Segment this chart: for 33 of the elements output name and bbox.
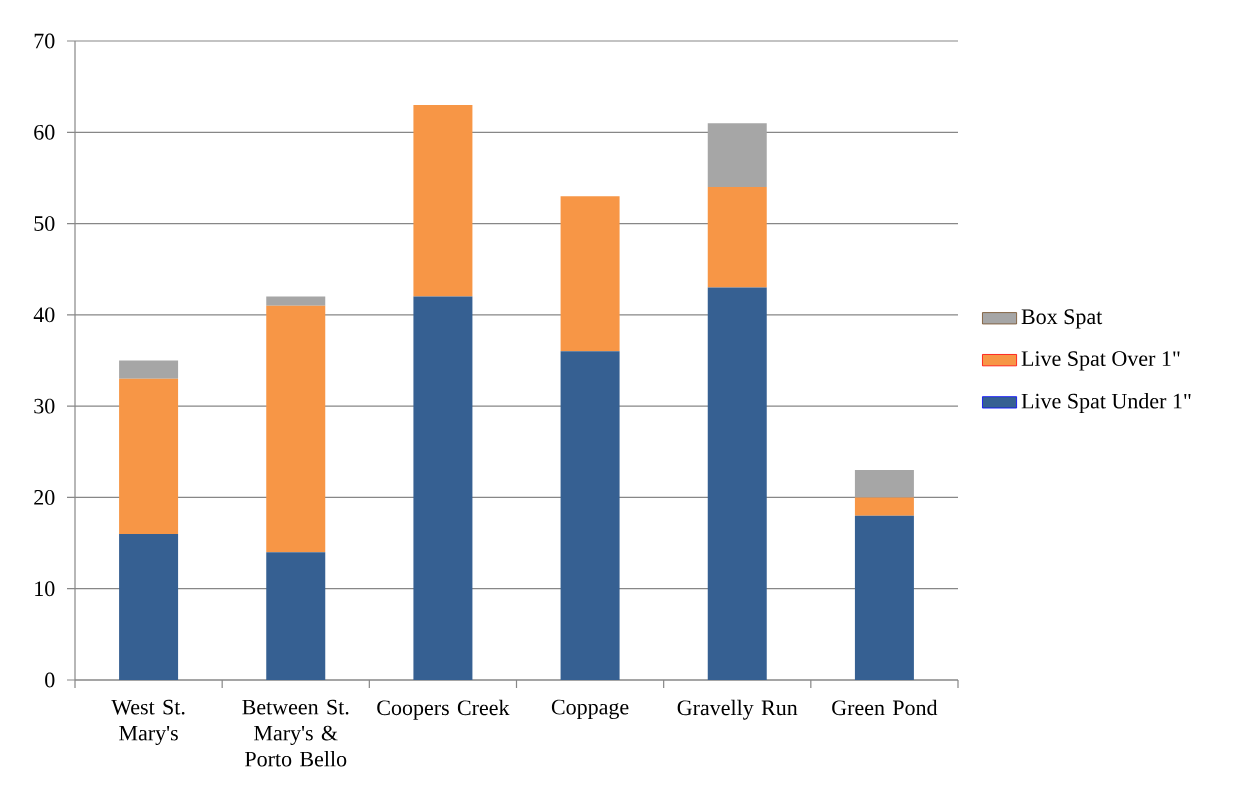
- bar: [266, 305, 326, 553]
- y-tick-label: 70: [34, 33, 55, 49]
- bar: [266, 296, 326, 306]
- y-tick-label: 60: [34, 124, 55, 140]
- bar: [413, 296, 473, 680]
- y-tick-label: 40: [33, 307, 55, 323]
- bar: [854, 515, 914, 680]
- bar: [707, 287, 767, 680]
- bar: [119, 378, 179, 534]
- bar: [413, 104, 473, 297]
- bar: [707, 187, 767, 288]
- bar: [854, 470, 914, 498]
- bar: [560, 351, 620, 680]
- legend-label: Live Spat Under 1": [1021, 393, 1191, 414]
- x-tick-label: Green Pond: [832, 699, 938, 716]
- legend-label: Box Spat: [1021, 309, 1103, 329]
- bar: [266, 552, 326, 680]
- x-tick-label: Coopers Creek: [377, 699, 510, 720]
- x-tick-label: Coppage: [551, 699, 629, 720]
- y-tick-label: 0: [45, 672, 55, 688]
- x-tick-label: Between St. Mary's & Porto Bello: [242, 699, 349, 767]
- legend-label: Live Spat Over 1": [1021, 351, 1180, 371]
- bar: [854, 497, 914, 516]
- bar: [119, 360, 179, 379]
- y-tick-label: 10: [35, 581, 55, 597]
- y-tick-label: 20: [34, 490, 55, 505]
- bar: [119, 533, 179, 680]
- bar: [707, 123, 767, 188]
- x-tick-label: West St. Mary's: [111, 699, 185, 746]
- x-tick-label: Gravelly Run: [677, 699, 798, 720]
- y-tick-label: 50: [34, 216, 55, 231]
- bar: [560, 196, 620, 352]
- y-tick-label: 30: [34, 398, 55, 414]
